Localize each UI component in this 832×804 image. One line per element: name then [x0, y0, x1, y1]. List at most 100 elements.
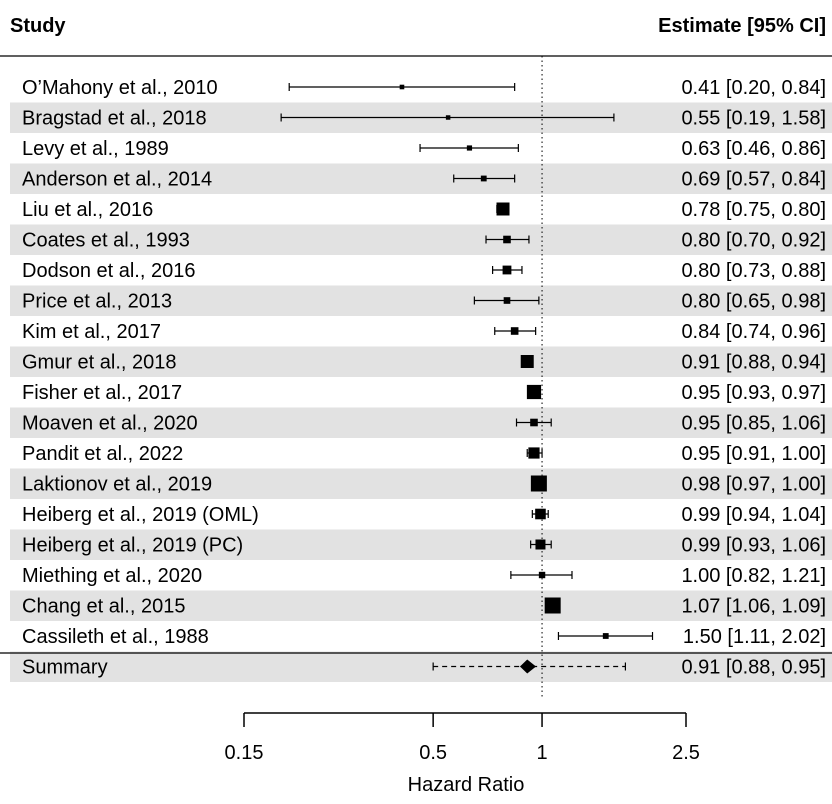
study-estimate: 0.99 [0.93, 1.06] — [681, 535, 826, 557]
study-row: Miething et al., 2020 1.00 [0.82, 1.21] — [22, 565, 826, 587]
point-estimate-square — [544, 597, 561, 614]
study-name: Cassileth et al., 1988 — [22, 626, 209, 648]
point-estimate-square — [602, 633, 609, 639]
study-estimate: 0.80 [0.73, 0.88] — [681, 260, 826, 282]
study-row: Heiberg et al., 2019 (OML) 0.99 [0.94, 1.… — [22, 504, 826, 526]
summary-estimate: 0.91 [0.88, 0.95] — [681, 657, 826, 679]
x-axis-label: Hazard Ratio — [408, 774, 525, 796]
study-name: Kim et al., 2017 — [22, 321, 161, 343]
row-stripe — [10, 529, 832, 560]
point-estimate-square — [535, 539, 546, 550]
study-row: Liu et al., 2016 0.78 [0.75, 0.80] — [22, 199, 826, 221]
point-estimate-square — [445, 115, 451, 120]
study-row: O’Mahony et al., 2010 0.41 [0.20, 0.84] — [22, 77, 826, 99]
study-name: Chang et al., 2015 — [22, 596, 185, 618]
point-estimate-square — [503, 297, 511, 304]
summary-row: Summary 0.91 [0.88, 0.95] — [22, 657, 826, 679]
study-name: Gmur et al., 2018 — [22, 352, 177, 374]
point-estimate-square — [503, 235, 511, 244]
study-name: Price et al., 2013 — [22, 291, 172, 313]
study-row: Gmur et al., 2018 0.91 [0.88, 0.94] — [22, 352, 826, 374]
row-stripe — [10, 407, 832, 438]
study-estimate: 0.98 [0.97, 1.00] — [681, 474, 826, 496]
point-estimate-square — [538, 571, 546, 579]
point-estimate-square — [530, 475, 547, 492]
point-estimate-square — [520, 355, 534, 368]
point-estimate-square — [530, 418, 538, 427]
study-row: Chang et al., 2015 1.07 [1.06, 1.09] — [22, 596, 826, 618]
point-estimate-square — [399, 84, 405, 90]
study-estimate: 1.07 [1.06, 1.09] — [681, 596, 826, 618]
study-estimate: 1.00 [0.82, 1.21] — [681, 565, 826, 587]
row-stripe — [10, 651, 832, 682]
study-name: Heiberg et al., 2019 (OML) — [22, 504, 259, 526]
study-name: Coates et al., 1993 — [22, 230, 190, 252]
point-estimate-square — [510, 327, 519, 335]
row-stripe — [10, 590, 832, 621]
row-stripe — [10, 285, 832, 316]
study-row: Fisher et al., 2017 0.95 [0.93, 0.97] — [22, 382, 826, 404]
study-estimate: 0.55 [0.19, 1.58] — [681, 108, 826, 130]
study-name: Bragstad et al., 2018 — [22, 108, 207, 130]
study-estimate: 0.91 [0.88, 0.94] — [681, 352, 826, 374]
point-estimate-square — [535, 508, 546, 520]
row-stripe — [10, 468, 832, 499]
row-stripe — [10, 346, 832, 377]
study-rows: O’Mahony et al., 2010 0.41 [0.20, 0.84] Br… — [22, 77, 826, 648]
study-row: Moaven et al., 2020 0.95 [0.85, 1.06] — [22, 413, 826, 435]
study-estimate: 0.41 [0.20, 0.84] — [681, 77, 826, 99]
study-estimate: 0.99 [0.94, 1.04] — [681, 504, 826, 526]
x-tick-label: 2.5 — [672, 742, 700, 764]
study-name: Miething et al., 2020 — [22, 565, 202, 587]
study-name: Moaven et al., 2020 — [22, 413, 198, 435]
x-tick-label: 1 — [536, 742, 547, 764]
study-estimate: 0.80 [0.70, 0.92] — [681, 230, 826, 252]
study-row: Cassileth et al., 1988 1.50 [1.11, 2.02] — [22, 626, 826, 648]
x-tick-label: 0.5 — [419, 742, 447, 764]
study-name: Anderson et al., 2014 — [22, 169, 212, 191]
point-estimate-square — [496, 202, 510, 216]
x-axis: 0.15 0.5 1 2.5 — [225, 712, 700, 764]
point-estimate-square — [526, 384, 542, 400]
study-row: Kim et al., 2017 0.84 [0.74, 0.96] — [22, 321, 826, 343]
study-column-header: Study — [10, 15, 66, 37]
study-row: Coates et al., 1993 0.80 [0.70, 0.92] — [22, 230, 826, 252]
study-row: Anderson et al., 2014 0.69 [0.57, 0.84] — [22, 169, 826, 191]
study-estimate: 0.95 [0.85, 1.06] — [681, 413, 826, 435]
study-row: Pandit et al., 2022 0.95 [0.91, 1.00] — [22, 443, 826, 465]
x-tick-label: 0.15 — [225, 742, 264, 764]
point-estimate-square — [528, 447, 540, 459]
study-row: Levy et al., 1989 0.63 [0.46, 0.86] — [22, 138, 826, 160]
study-name: Pandit et al., 2022 — [22, 443, 183, 465]
study-name: O’Mahony et al., 2010 — [22, 77, 218, 99]
study-estimate: 0.69 [0.57, 0.84] — [681, 169, 826, 191]
study-row: Price et al., 2013 0.80 [0.65, 0.98] — [22, 291, 826, 313]
study-estimate: 0.95 [0.93, 0.97] — [681, 382, 826, 404]
study-name: Fisher et al., 2017 — [22, 382, 182, 404]
row-stripe — [10, 224, 832, 255]
study-name: Levy et al., 1989 — [22, 138, 169, 160]
study-estimate: 0.95 [0.91, 1.00] — [681, 443, 826, 465]
summary-label: Summary — [22, 657, 108, 679]
study-estimate: 0.84 [0.74, 0.96] — [681, 321, 826, 343]
point-estimate-square — [480, 175, 487, 182]
study-estimate: 1.50 [1.11, 2.02] — [683, 626, 826, 648]
study-estimate: 0.80 [0.65, 0.98] — [681, 291, 826, 313]
row-stripes — [10, 102, 832, 682]
study-estimate: 0.78 [0.75, 0.80] — [681, 199, 826, 221]
point-estimate-square — [466, 145, 473, 151]
point-estimate-square — [502, 265, 512, 275]
study-name: Heiberg et al., 2019 (PC) — [22, 535, 243, 557]
study-row: Heiberg et al., 2019 (PC) 0.99 [0.93, 1.0… — [22, 535, 826, 557]
study-name: Dodson et al., 2016 — [22, 260, 195, 282]
estimate-column-header: Estimate [95% CI] — [658, 15, 826, 37]
study-name: Laktionov et al., 2019 — [22, 474, 212, 496]
study-row: Bragstad et al., 2018 0.55 [0.19, 1.58] — [22, 108, 826, 130]
study-row: Laktionov et al., 2019 0.98 [0.97, 1.00] — [22, 474, 826, 496]
row-stripe — [10, 163, 832, 194]
study-estimate: 0.63 [0.46, 0.86] — [681, 138, 826, 160]
summary-diamond — [519, 659, 536, 674]
study-name: Liu et al., 2016 — [22, 199, 153, 221]
study-row: Dodson et al., 2016 0.80 [0.73, 0.88] — [22, 260, 826, 282]
